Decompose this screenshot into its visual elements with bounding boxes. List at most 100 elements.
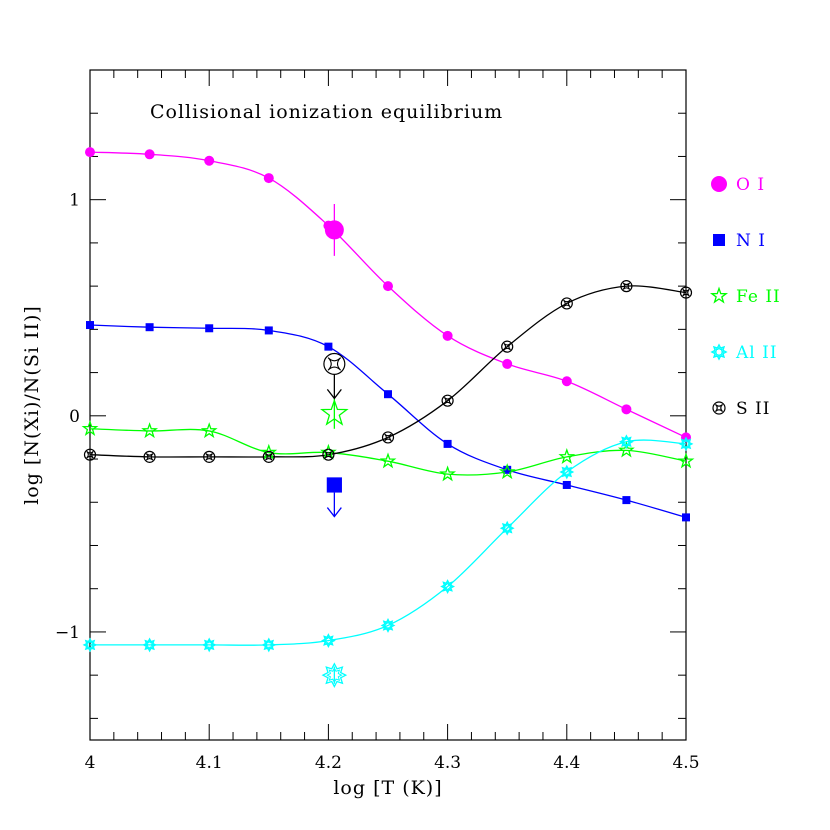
data-point xyxy=(145,323,154,332)
data-point-shape xyxy=(264,326,273,335)
data-point xyxy=(141,422,159,439)
legend-marker-shape xyxy=(711,176,727,192)
observed-point xyxy=(323,352,346,375)
x-tick-label: 4.1 xyxy=(196,753,223,773)
observed-point-star xyxy=(327,357,342,371)
tick-labels: 4 4.1 4.2 4.3 4.4 4.5 −1 0 1 xyxy=(55,191,700,773)
legend-label: O I xyxy=(736,175,765,195)
series-markers xyxy=(81,147,695,653)
data-point xyxy=(621,404,632,415)
data-point xyxy=(324,342,333,351)
data-point-shape xyxy=(502,358,513,369)
data-point xyxy=(201,637,217,653)
legend-label: S II xyxy=(736,399,770,419)
data-point xyxy=(561,376,572,387)
x-axis-label: log [T (K)] xyxy=(333,777,442,799)
data-point-inner xyxy=(561,467,572,477)
data-point xyxy=(560,297,573,310)
data-point-ring xyxy=(620,280,633,293)
data-point-shape xyxy=(440,579,456,594)
plot-frame xyxy=(89,69,687,741)
x-tick-label: 4.3 xyxy=(434,753,461,773)
data-point xyxy=(205,324,214,333)
data-point-inner xyxy=(263,640,274,650)
series-line-n-i xyxy=(89,324,687,519)
data-point xyxy=(383,281,393,292)
data-point xyxy=(144,149,155,160)
y-tick-label: 0 xyxy=(69,407,80,427)
y-tick-label: −1 xyxy=(55,623,80,643)
data-point xyxy=(439,465,457,482)
series-line-s-ii xyxy=(89,285,687,458)
data-point xyxy=(618,434,634,450)
observed-points xyxy=(320,204,349,688)
data-point-shape xyxy=(678,436,694,452)
data-point-inner xyxy=(144,640,155,650)
data-point xyxy=(502,358,513,369)
legend-label: N I xyxy=(736,231,766,251)
data-point xyxy=(617,441,635,458)
data-point-shape xyxy=(144,149,155,160)
series-line-fe-ii xyxy=(89,428,687,476)
data-point xyxy=(263,173,274,184)
data-point-star xyxy=(384,433,392,442)
data-point-shape xyxy=(561,376,572,387)
data-point-shape xyxy=(682,513,690,522)
data-point-shape xyxy=(145,323,154,332)
chart-title: Collisional ionization equilibrium xyxy=(150,101,503,123)
data-point-star xyxy=(503,342,511,351)
data-point-ring xyxy=(262,450,275,463)
data-point xyxy=(320,633,336,648)
data-point-inner xyxy=(383,620,393,631)
data-point-ring xyxy=(381,431,395,444)
data-point xyxy=(381,431,395,444)
data-point-shape xyxy=(442,330,453,341)
legend-marker-shape xyxy=(710,343,728,361)
data-point xyxy=(85,147,95,158)
observed-point-inner xyxy=(326,666,343,684)
data-point-inner xyxy=(85,640,95,650)
data-point xyxy=(503,465,512,474)
observed-point-shape xyxy=(321,662,348,688)
observed-point-shape xyxy=(324,220,344,240)
data-point-inner xyxy=(204,640,215,650)
observed-point-ring xyxy=(323,352,346,375)
observed-point-shape xyxy=(326,477,342,493)
data-point xyxy=(443,439,452,448)
data-point xyxy=(622,496,631,505)
data-point xyxy=(86,321,94,330)
data-point-inner xyxy=(442,581,453,592)
data-point-ring xyxy=(679,286,693,299)
data-point-star xyxy=(443,396,452,405)
data-point-shape xyxy=(443,439,452,448)
data-point xyxy=(264,326,273,335)
data-point-shape xyxy=(142,637,158,653)
data-point-ring xyxy=(143,450,156,463)
data-point-shape xyxy=(379,452,397,469)
data-point-ring xyxy=(322,448,335,461)
legend-item: Al II xyxy=(710,343,778,363)
observed-point xyxy=(324,220,344,240)
x-tick-label: 4.2 xyxy=(315,753,342,773)
x-tick-label: 4.4 xyxy=(553,753,580,773)
legend-marker xyxy=(712,401,726,415)
legend-marker xyxy=(709,286,729,304)
legend-marker-ring xyxy=(712,401,726,415)
data-point-shape xyxy=(261,637,277,653)
legend-marker-shape xyxy=(709,286,729,304)
data-point xyxy=(441,394,454,407)
legend: O I N I Fe II Al II S II xyxy=(709,175,780,419)
legend-marker-inner xyxy=(713,346,725,358)
data-point-shape xyxy=(559,464,575,480)
data-point xyxy=(440,579,456,594)
observed-point xyxy=(326,477,342,493)
data-point xyxy=(620,280,633,293)
legend-label: Al II xyxy=(735,343,778,363)
data-point-shape xyxy=(324,342,333,351)
data-point-ring xyxy=(203,450,216,463)
observed-point xyxy=(320,398,349,426)
observed-point xyxy=(321,662,348,688)
data-point xyxy=(678,436,694,452)
legend-marker-star xyxy=(714,403,724,413)
